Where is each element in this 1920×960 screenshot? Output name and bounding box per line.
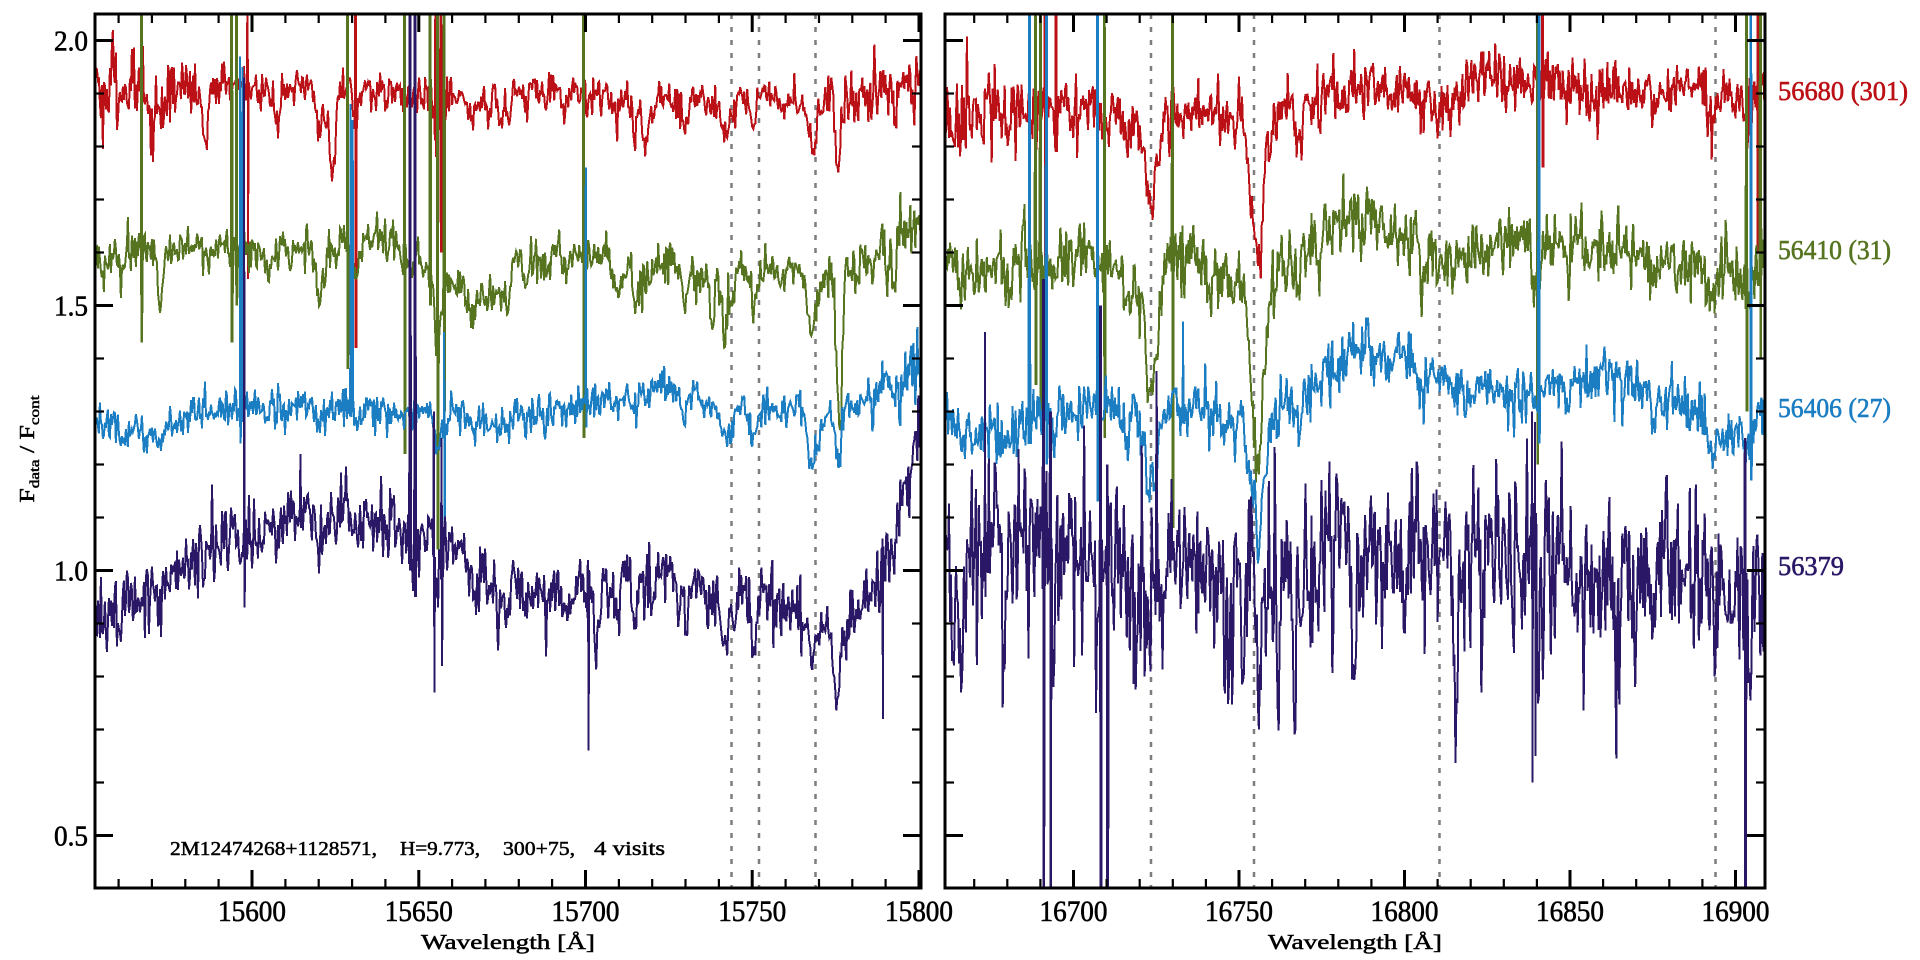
svg-text:56379: 56379 — [1778, 551, 1844, 581]
svg-text:15750: 15750 — [718, 895, 786, 928]
svg-text:56406 (27): 56406 (27) — [1778, 393, 1891, 423]
svg-text:56680 (301): 56680 (301) — [1778, 76, 1908, 106]
svg-text:16850: 16850 — [1536, 895, 1604, 928]
svg-text:300+75,: 300+75, — [503, 838, 575, 860]
svg-text:0.5: 0.5 — [54, 821, 88, 853]
svg-text:1.5: 1.5 — [54, 291, 88, 323]
svg-text:15650: 15650 — [385, 895, 453, 928]
svg-text:15600: 15600 — [218, 895, 286, 928]
svg-text:16800: 16800 — [1371, 895, 1439, 928]
svg-text:16750: 16750 — [1205, 895, 1273, 928]
svg-text:Wavelength [Å]: Wavelength [Å] — [421, 930, 595, 954]
svg-text:2M12474268+1128571,: 2M12474268+1128571, — [170, 838, 377, 860]
svg-text:56410 (31): 56410 (31) — [1778, 235, 1891, 265]
svg-text:H=9.773,: H=9.773, — [400, 838, 480, 860]
svg-text:4 visits: 4 visits — [594, 838, 665, 860]
svg-text:Wavelength [Å]: Wavelength [Å] — [1268, 930, 1442, 954]
svg-text:16700: 16700 — [1040, 895, 1108, 928]
svg-text:1.0: 1.0 — [54, 556, 88, 588]
svg-text:15700: 15700 — [552, 895, 620, 928]
svg-text:16900: 16900 — [1702, 895, 1770, 928]
svg-text:2.0: 2.0 — [54, 26, 88, 58]
svg-text:15800: 15800 — [885, 895, 953, 928]
